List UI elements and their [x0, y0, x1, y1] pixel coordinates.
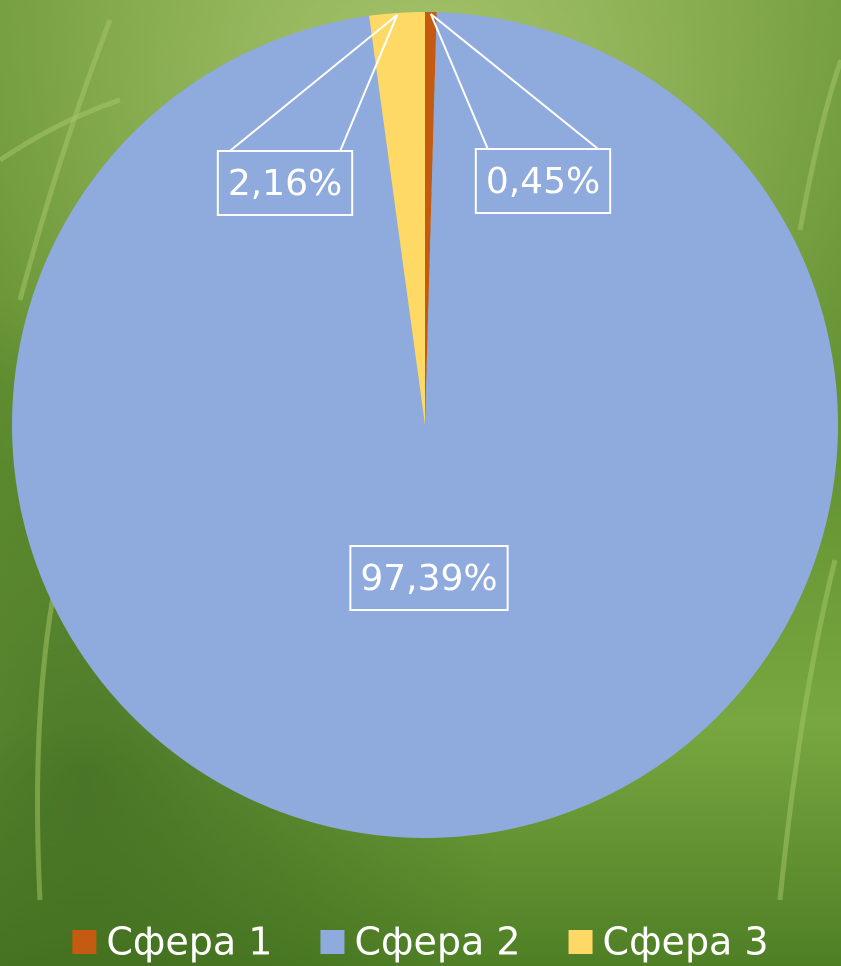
data-label: 0,45% — [486, 161, 600, 202]
chart: 0,45% 97,39% 2,16% Сфера 1 Сфера 2 Сфера 3 — [0, 0, 841, 966]
legend: Сфера 1 Сфера 2 Сфера 3 — [72, 920, 768, 964]
page: 0,45%97,39%2,16%Сфера 1Сфера 2Сфера 3 ((… — [0, 0, 841, 966]
data-label: 97,39% — [360, 558, 497, 599]
legend-swatch — [569, 930, 593, 954]
legend-label: Сфера 1 — [106, 920, 272, 964]
legend-label: Сфера 2 — [354, 920, 520, 964]
legend-swatch — [320, 930, 344, 954]
legend-label: Сфера 3 — [603, 920, 769, 964]
data-label: 2,16% — [228, 163, 342, 204]
legend-swatch — [72, 930, 96, 954]
